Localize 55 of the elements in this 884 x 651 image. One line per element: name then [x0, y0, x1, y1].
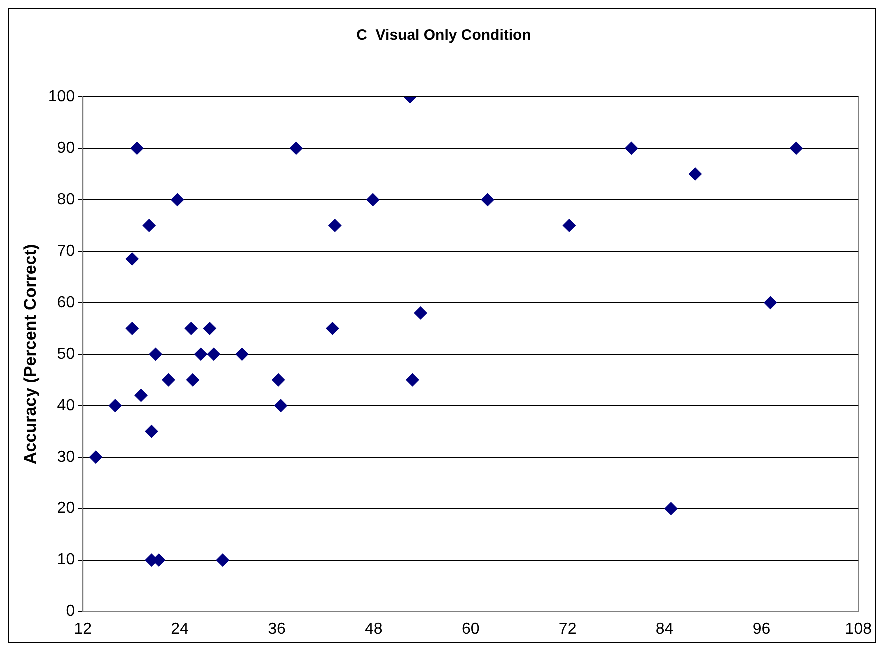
point: [171, 193, 184, 206]
y-tick-label: 40: [57, 397, 76, 414]
point: [481, 193, 494, 206]
point: [290, 142, 303, 155]
x-tick-label: 12: [74, 620, 92, 638]
x-tick-label: 36: [268, 620, 286, 638]
y-tick-label: 30: [57, 448, 76, 466]
point: [108, 399, 122, 412]
point: [562, 219, 576, 232]
point: [274, 399, 288, 412]
y-tick-label: 0: [66, 603, 76, 620]
point: [236, 348, 249, 361]
point: [406, 374, 420, 387]
point: [126, 252, 139, 266]
x-tick-label: 96: [752, 620, 771, 638]
point: [328, 219, 342, 232]
y-tick-label: 80: [57, 191, 76, 208]
point: [142, 219, 156, 232]
point: [149, 348, 162, 361]
x-tick-label: 48: [365, 620, 383, 638]
point: [664, 502, 678, 516]
point: [145, 425, 158, 438]
point: [366, 193, 380, 206]
point: [272, 374, 286, 387]
point: [790, 142, 803, 155]
point: [764, 296, 778, 310]
point: [414, 306, 428, 320]
point: [134, 389, 148, 402]
point: [625, 142, 638, 155]
point: [126, 322, 139, 336]
y-tick-label: 50: [57, 346, 76, 363]
x-tick-label: 84: [656, 620, 674, 638]
point: [130, 142, 144, 155]
y-tick-label: 60: [57, 294, 76, 312]
x-tick-label: 108: [845, 620, 872, 638]
x-tick-label: 24: [171, 620, 190, 638]
point: [216, 554, 230, 567]
point: [90, 450, 103, 464]
point: [162, 374, 176, 387]
y-tick-label: 10: [57, 552, 76, 569]
point: [207, 348, 220, 361]
point: [186, 374, 200, 387]
chart-title: C Visual Only Condition: [356, 27, 532, 44]
x-tick-label: 60: [462, 620, 480, 638]
point: [184, 322, 198, 336]
point: [203, 322, 216, 336]
y-axis-title: Accuracy (Percent Correct): [20, 244, 40, 464]
point: [688, 168, 702, 181]
y-tick-label: 100: [48, 88, 76, 106]
point: [194, 348, 208, 361]
x-tick-label: 72: [558, 620, 577, 638]
y-tick-label: 20: [57, 500, 76, 518]
y-tick-label: 70: [57, 242, 76, 260]
y-tick-label: 90: [57, 140, 76, 157]
point: [326, 322, 340, 336]
